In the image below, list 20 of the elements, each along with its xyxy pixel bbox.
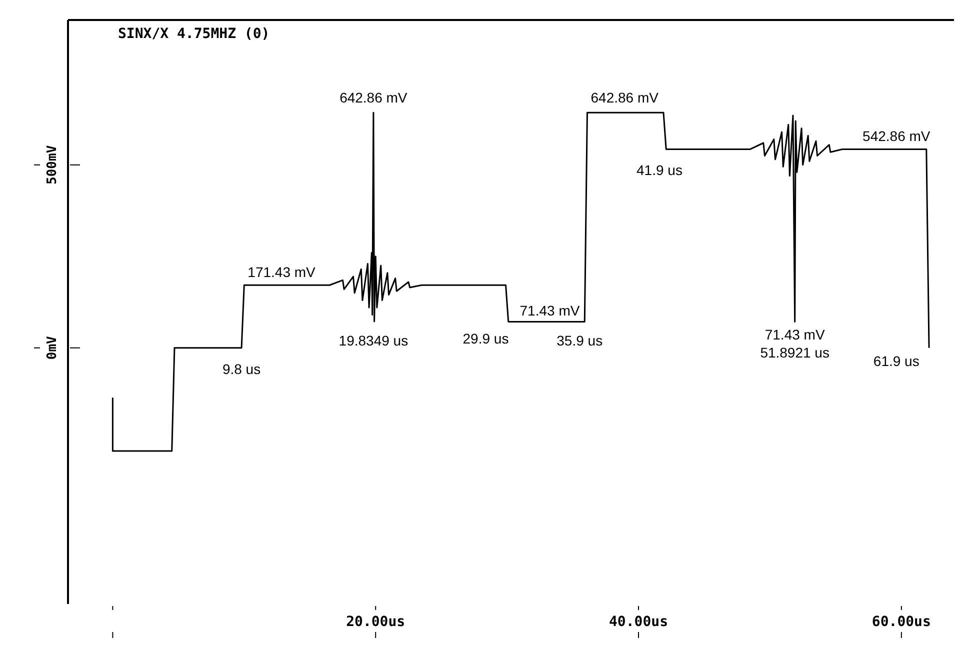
annotation: 642.86 mV <box>340 90 408 106</box>
annotation: 9.8 us <box>222 360 261 377</box>
annotation: 19.8349 us <box>338 332 408 349</box>
annotation: 542.86 mV <box>862 128 931 144</box>
annotation: 35.9 us <box>556 332 603 349</box>
annotation: 29.9 us <box>462 330 509 347</box>
line-series <box>112 112 930 452</box>
y-tick-label: 0mV <box>45 336 60 360</box>
text: SINX/X 4.75MHZ (0) <box>118 26 270 42</box>
x-tick-label: 40.00us <box>609 614 668 630</box>
annotation: 51.8921 us <box>760 344 830 361</box>
x-tick-label: 60.00us <box>872 614 931 630</box>
annotation: 71.43 mV <box>520 302 580 319</box>
x-tick-label: 20.00us <box>346 614 406 630</box>
annotation: 642.86 mV <box>590 90 660 106</box>
annotation: 171.43 mV <box>248 264 316 280</box>
y-tick-label: 500mV <box>45 145 60 184</box>
annotation: 61.9 us <box>873 352 920 369</box>
annotation: 71.43 mV <box>764 326 826 343</box>
annotation: 41.9 us <box>636 162 682 178</box>
